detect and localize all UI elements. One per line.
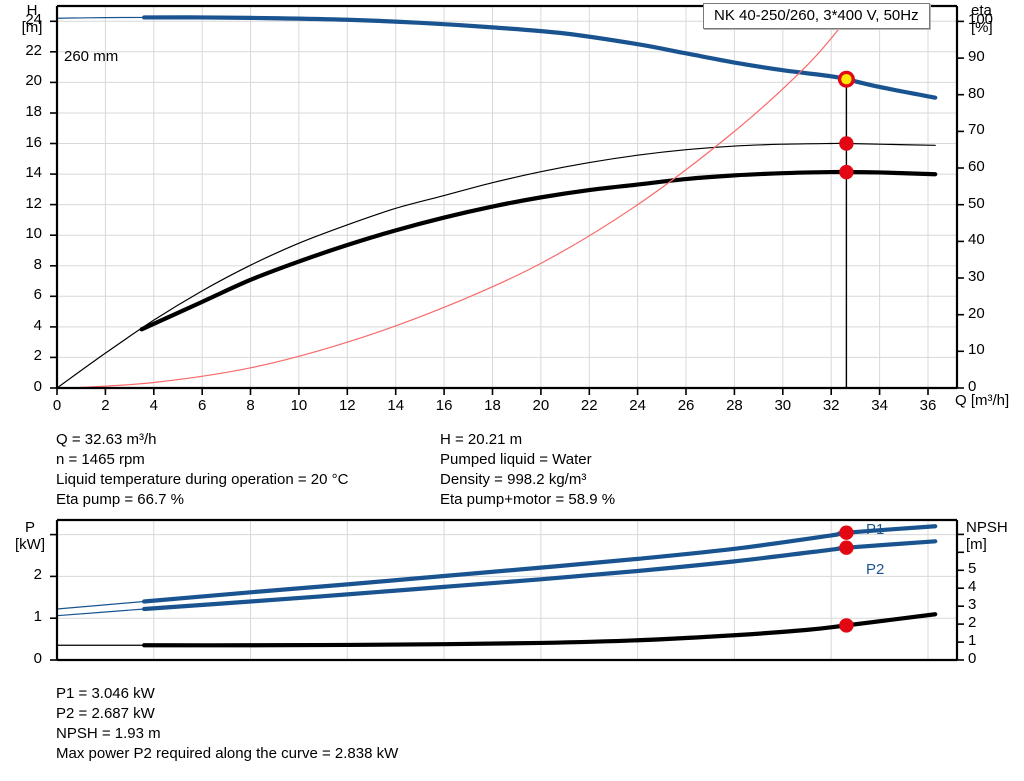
y-right-tick-label: 4 <box>968 578 977 596</box>
y-left-tick-label: 12 <box>25 194 42 212</box>
y-right-tick-label: 60 <box>968 158 985 176</box>
y-right-tick-label: 100 <box>968 11 994 29</box>
x-tick-label: 32 <box>822 397 840 414</box>
y-left-tick-label: 20 <box>25 72 42 90</box>
y-right-tick-label: 2 <box>968 614 977 632</box>
x-tick-label: 2 <box>101 397 110 414</box>
top-y-right-axis-title: eta [%] <box>971 2 993 36</box>
y-right-tick-label: 20 <box>968 304 985 322</box>
x-tick-label: 36 <box>919 397 937 414</box>
duty-data-line: n = 1465 rpm <box>56 451 145 468</box>
y-left-tick-label: 10 <box>25 225 42 243</box>
top-y-left-axis-title: H [m] <box>21 2 43 36</box>
model-title-label: NK 40-250/260, 3*400 V, 50Hz <box>714 7 919 24</box>
top-chart: 0 2 4 6 8 10 12 14 16 18 20 22 24 0 10 20 30 40 50 60 70 80 90… <box>25 4 994 414</box>
x-tick-label: 26 <box>677 397 695 414</box>
x-tick-label: 18 <box>484 397 501 414</box>
y-left-tick-label: 1 <box>33 608 42 626</box>
x-tick-label: 6 <box>197 397 207 414</box>
y-right-tick-label: 50 <box>968 194 985 212</box>
y-right-tick-label: 0 <box>968 650 977 667</box>
duty-data-line: Eta pump+motor = 58.9 % <box>440 491 616 508</box>
y-left-tick-label: 4 <box>33 316 42 334</box>
x-tick-label: 22 <box>580 397 598 414</box>
y-right-tick-label: 30 <box>968 268 985 286</box>
duty-data-line: Density = 998.2 kg/m³ <box>440 471 587 488</box>
p2-curve-label: P2 <box>866 561 885 578</box>
x-tick-label: 14 <box>387 397 405 414</box>
x-tick-label: 8 <box>246 397 255 414</box>
y-left-tick-label: 18 <box>25 102 42 120</box>
x-tick-label: 0 <box>52 397 62 414</box>
y-right-tick-label: 1 <box>968 632 977 650</box>
y-left-tick-label: 6 <box>33 286 42 304</box>
y-left-tick-label: 2 <box>33 566 42 584</box>
duty-data-line: NPSH = 1.93 m <box>56 725 161 742</box>
x-tick-label: 4 <box>149 397 158 414</box>
y-right-tick-label: 70 <box>968 121 985 139</box>
duty-data-line: Liquid temperature during operation = 20… <box>56 471 349 488</box>
x-tick-label: 16 <box>435 397 453 414</box>
duty-data-line: P2 = 2.687 kW <box>56 705 155 722</box>
bottom-y-left-axis-title: P [kW] <box>15 519 45 553</box>
y-right-tick-label: 5 <box>968 560 977 578</box>
y-left-tick-label: 22 <box>25 41 42 59</box>
model-title-box: NK 40-250/260, 3*400 V, 50Hz <box>703 3 930 29</box>
y-right-tick-label: 10 <box>968 341 985 359</box>
duty-data-bottom: P1 = 3.046 kW P2 = 2.687 kW NPSH = 1.93 … <box>56 684 398 764</box>
power-npsh-plot <box>50 518 964 662</box>
y-right-tick-label: 0 <box>968 378 977 395</box>
y-right-tick-label: 90 <box>968 48 985 66</box>
impeller-size-label: 260 mm <box>64 48 119 65</box>
x-tick-label: 34 <box>871 397 888 414</box>
duty-data-line: H = 20.21 m <box>440 431 523 448</box>
y-left-tick-label: 0 <box>33 650 42 667</box>
duty-data-line: Max power P2 required along the curve = … <box>56 745 399 762</box>
head-efficiency-plot <box>50 4 964 395</box>
y-right-tick-label: 80 <box>968 84 985 102</box>
duty-data-top-left: Q = 32.63 m³/h n = 1465 rpm Liquid tempe… <box>56 430 348 510</box>
duty-data-line: Q = 32.63 m³/h <box>56 431 157 448</box>
p1-curve-label: P1 <box>866 521 885 538</box>
duty-data-line: Pumped liquid = Water <box>440 451 592 468</box>
y-right-tick-label: 3 <box>968 596 977 614</box>
y-right-tick-label: 40 <box>968 231 985 249</box>
x-tick-label: 10 <box>290 397 308 414</box>
y-left-tick-label: 0 <box>33 378 42 395</box>
duty-data-line: Eta pump = 66.7 % <box>56 491 184 508</box>
y-left-tick-label: 14 <box>25 164 42 182</box>
bottom-y-right-axis-title: NPSH [m] <box>966 519 1008 553</box>
x-tick-label: 28 <box>726 397 743 414</box>
duty-data-top-right: H = 20.21 m Pumped liquid = Water Densit… <box>440 430 615 510</box>
x-tick-label: 12 <box>338 397 356 414</box>
y-left-tick-label: 8 <box>33 255 42 273</box>
y-left-tick-label: 2 <box>33 347 42 365</box>
duty-data-line: P1 = 3.046 kW <box>56 685 155 702</box>
x-tick-label: 20 <box>532 397 550 414</box>
y-left-tick-label: 16 <box>25 133 42 151</box>
y-left-tick-label: 24 <box>25 11 42 29</box>
top-x-axis-title: Q [m³/h] <box>955 392 1010 409</box>
x-tick-label: 30 <box>774 397 792 414</box>
x-tick-label: 24 <box>629 397 646 414</box>
